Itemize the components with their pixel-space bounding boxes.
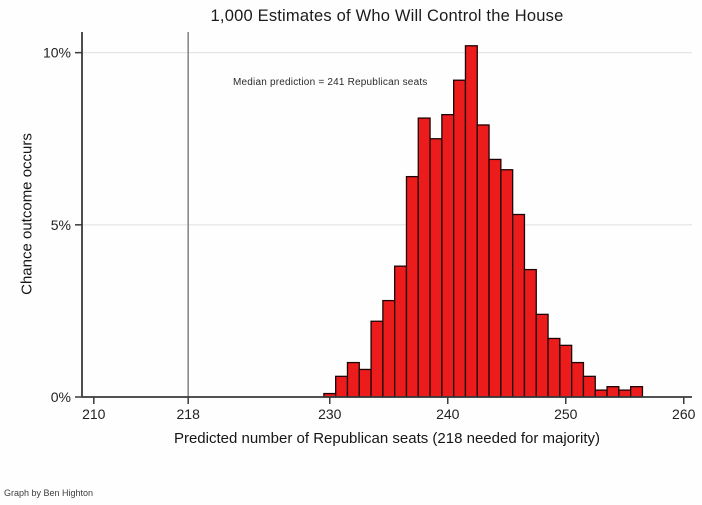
histogram-bar (500, 169, 514, 398)
histogram-bar (370, 320, 384, 398)
histogram-bar (547, 337, 561, 398)
chart-title: 1,000 Estimates of Who Will Control the … (210, 7, 564, 25)
histogram-bar (382, 299, 396, 398)
x-tick-label: 260 (672, 406, 696, 422)
x-tick-label: 240 (436, 406, 460, 422)
histogram-bar (606, 386, 620, 398)
histogram-bar (394, 265, 408, 398)
histogram-bar (571, 361, 585, 398)
histogram-bar (594, 389, 608, 398)
footer-credit: Graph by Ben Highton (4, 488, 94, 498)
histogram-bar (559, 344, 573, 398)
histogram-bar (346, 361, 360, 398)
histogram-bar (335, 375, 349, 398)
histogram-bar (464, 45, 478, 398)
y-tick-label: 5% (51, 217, 71, 233)
histogram-bar (582, 375, 596, 398)
x-tick-label: 250 (554, 406, 578, 422)
histogram-bar (535, 313, 549, 398)
y-tick-label: 10% (43, 45, 71, 61)
x-tick-label: 230 (318, 406, 342, 422)
histogram-bar (630, 386, 644, 398)
median-annotation: Median prediction = 241 Republican seats (233, 77, 428, 88)
histogram-bar (453, 79, 467, 398)
y-tick-label: 0% (51, 389, 71, 405)
histogram-bar (358, 368, 372, 398)
histogram-bar (476, 124, 490, 398)
x-tick-label: 210 (82, 406, 106, 422)
histogram-bar (441, 113, 455, 398)
histogram-bar (405, 175, 419, 398)
histogram-bar (512, 213, 526, 398)
y-axis-title: Chance outcome occurs (18, 133, 36, 295)
histogram-bar (429, 138, 443, 398)
histogram-bar (523, 268, 537, 398)
histogram-bar (618, 389, 632, 398)
histogram-bar (488, 158, 502, 398)
x-axis-title: Predicted number of Republican seats (21… (173, 430, 601, 447)
histogram-bar (417, 117, 431, 398)
x-tick-label: 218 (177, 406, 201, 422)
